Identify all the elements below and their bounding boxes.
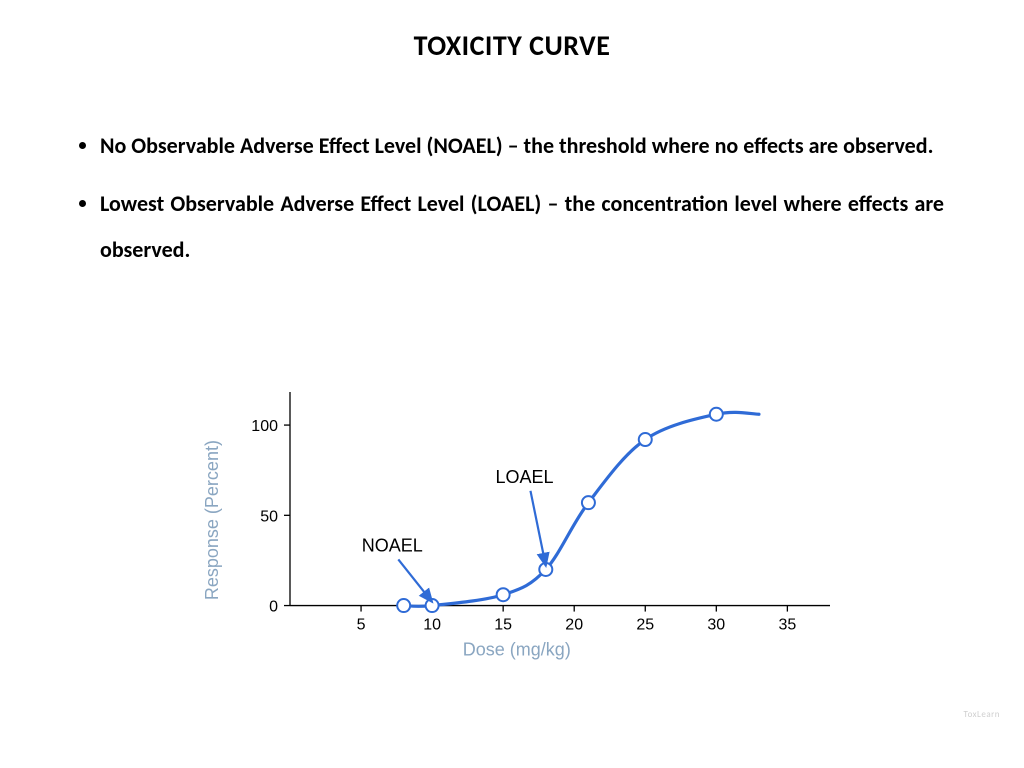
svg-text:30: 30 (707, 617, 725, 634)
svg-text:5: 5 (357, 617, 366, 634)
svg-text:35: 35 (778, 617, 796, 634)
watermark: ToxLearn (964, 709, 1001, 720)
svg-text:0: 0 (269, 599, 278, 616)
svg-text:50: 50 (260, 508, 278, 525)
page-title: TOXICITY CURVE (0, 0, 1024, 63)
chart-svg: 0 50 100 5 10 15 20 25 30 35 Dose (mg/kg) Response … (170, 380, 870, 700)
bullet-loael: Lowest Observable Adverse Effect Level (… (100, 181, 944, 273)
bullet-noael: No Observable Adverse Effect Level (NOAE… (100, 123, 944, 169)
svg-text:15: 15 (494, 617, 512, 634)
svg-text:20: 20 (565, 617, 583, 634)
svg-text:LOAEL: LOAEL (495, 467, 553, 487)
svg-text:25: 25 (636, 617, 654, 634)
svg-text:Response (Percent): Response (Percent) (202, 440, 222, 600)
svg-text:100: 100 (251, 418, 278, 435)
bullet-list: No Observable Adverse Effect Level (NOAE… (100, 123, 944, 274)
svg-text:Dose (mg/kg): Dose (mg/kg) (463, 640, 571, 660)
svg-text:10: 10 (423, 617, 441, 634)
toxicity-chart: 0 50 100 5 10 15 20 25 30 35 Dose (mg/kg) Response … (170, 380, 870, 720)
svg-text:NOAEL: NOAEL (362, 535, 423, 555)
